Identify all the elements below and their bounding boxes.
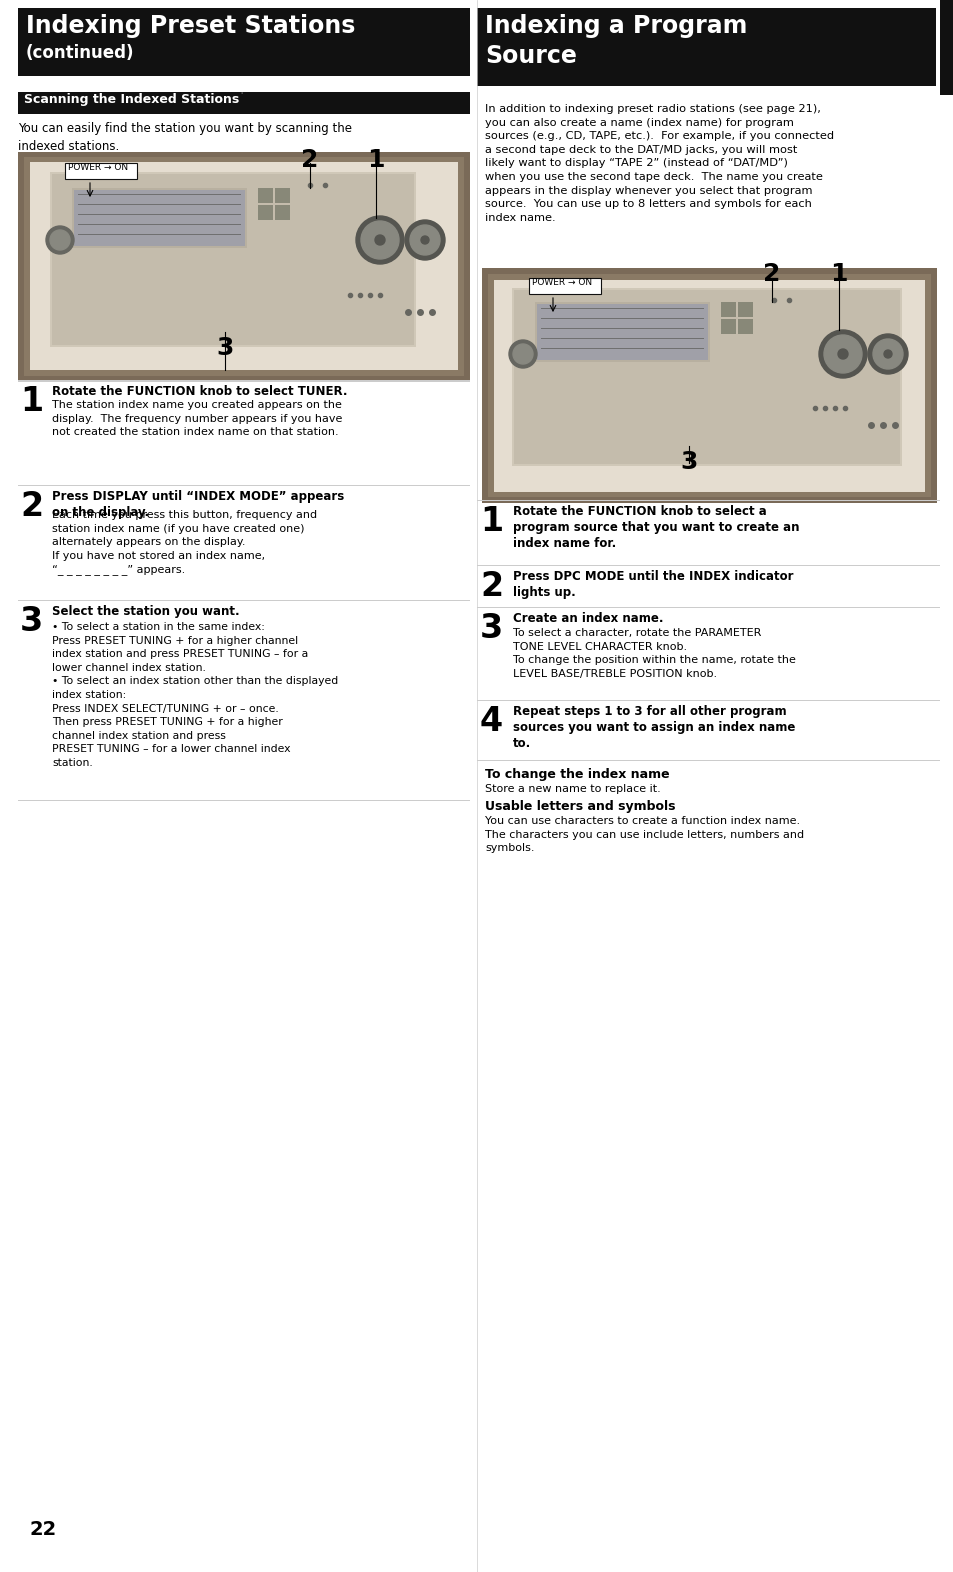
Text: Indexing Preset Stations: Indexing Preset Stations [26,14,355,38]
Bar [18,152,470,382]
Text: Indexing a Program: Indexing a Program [484,14,746,38]
Text: To change the index name: To change the index name [484,769,669,781]
Bar [257,204,273,220]
Text: 1: 1 [367,148,384,171]
Bar [939,0,953,94]
Text: 2: 2 [20,490,43,523]
Text: 3: 3 [479,612,503,645]
Circle shape [405,220,444,259]
Circle shape [420,236,429,244]
Text: You can use characters to create a function index name.
The characters you can u: You can use characters to create a funct… [484,816,803,854]
Text: 1: 1 [829,263,847,286]
Bar [514,289,899,464]
Bar [512,288,901,465]
Bar [71,189,247,248]
Bar [537,303,707,360]
Circle shape [410,225,439,255]
Circle shape [375,234,385,245]
Text: Scanning the Indexed Stations: Scanning the Indexed Stations [24,93,239,105]
Bar [488,274,930,497]
Circle shape [513,344,533,365]
Text: Rotate the FUNCTION knob to select TUNER.: Rotate the FUNCTION knob to select TUNER… [52,385,347,398]
Bar [529,278,600,294]
Bar [52,174,414,344]
Text: Select the station you want.: Select the station you want. [52,605,239,618]
Text: You can easily find the station you want by scanning the
indexed stations.: You can easily find the station you want… [18,123,352,152]
Text: 2: 2 [301,148,318,171]
Text: Store a new name to replace it.: Store a new name to replace it. [484,784,660,794]
Text: To select a character, rotate the PARAMETER
TONE LEVEL CHARACTER knob.
To change: To select a character, rotate the PARAME… [513,627,795,679]
Text: 3: 3 [216,336,233,360]
Bar [494,280,924,492]
Circle shape [883,351,891,358]
Bar [18,380,470,486]
Bar [257,189,273,203]
Text: 1: 1 [20,385,43,418]
Text: Press DISPLAY until “INDEX MODE” appears
on the display.: Press DISPLAY until “INDEX MODE” appears… [52,490,344,519]
Bar [50,171,416,347]
Circle shape [872,340,902,369]
Bar [738,319,752,333]
Text: • To select a station in the same index:
Press PRESET TUNING + for a higher chan: • To select a station in the same index:… [52,623,338,769]
Circle shape [867,333,907,374]
Bar [720,319,735,333]
Bar [18,8,470,75]
Bar [30,162,457,369]
Bar [18,93,470,115]
Text: 3: 3 [679,450,697,475]
Circle shape [823,335,862,373]
Text: Usable letters and symbols: Usable letters and symbols [484,800,675,813]
Text: 1: 1 [479,505,502,538]
Text: (continued): (continued) [26,44,134,61]
Text: Source: Source [484,44,577,68]
Circle shape [46,226,74,255]
Bar [24,157,463,376]
Bar [738,302,752,318]
Bar [720,302,735,318]
Bar [481,267,936,503]
Circle shape [360,222,398,259]
Circle shape [355,215,403,264]
Text: Each time you press this button, frequency and
station index name (if you have c: Each time you press this button, frequen… [52,509,316,575]
Text: Rotate the FUNCTION knob to select a
program source that you want to create an
i: Rotate the FUNCTION knob to select a pro… [513,505,799,550]
Text: 3: 3 [20,605,43,638]
Bar [65,163,137,179]
Text: Create an index name.: Create an index name. [513,612,662,626]
Text: 2: 2 [479,571,502,604]
Text: Press DPC MODE until the INDEX indicator
lights up.: Press DPC MODE until the INDEX indicator… [513,571,793,599]
Circle shape [509,340,537,368]
Text: 2: 2 [762,263,780,286]
Bar [274,189,290,203]
Circle shape [837,349,847,358]
Circle shape [818,330,866,377]
Text: 22: 22 [30,1520,57,1539]
Text: POWER → ON: POWER → ON [68,163,128,171]
Bar [476,8,935,86]
Bar [74,190,245,245]
Text: In addition to indexing preset radio stations (see page 21),
you can also create: In addition to indexing preset radio sta… [484,104,833,223]
Text: POWER → ON: POWER → ON [532,278,592,288]
Circle shape [50,230,70,250]
Text: .: . [240,83,244,97]
Bar [274,204,290,220]
Text: 4: 4 [479,704,502,737]
Bar [535,302,709,362]
Text: Repeat steps 1 to 3 for all other program
sources you want to assign an index na: Repeat steps 1 to 3 for all other progra… [513,704,795,750]
Text: The station index name you created appears on the
display.  The frequency number: The station index name you created appea… [52,399,342,437]
